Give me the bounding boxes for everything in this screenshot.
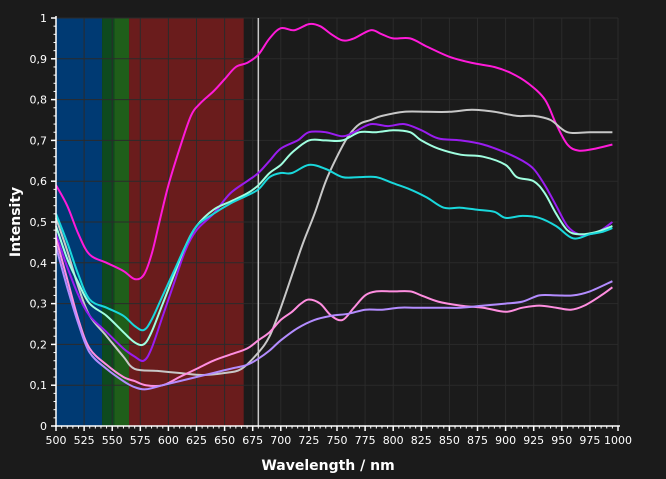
x-tick-label: 900 <box>495 434 516 447</box>
x-tick-label: 525 <box>74 434 95 447</box>
y-tick-label: 0 <box>40 420 47 433</box>
x-tick-label: 725 <box>298 434 319 447</box>
series-line-5 <box>55 163 613 332</box>
x-tick-label: 500 <box>46 434 67 447</box>
y-tick-label: 0,5 <box>30 216 48 229</box>
series-line-6 <box>55 238 613 387</box>
y-tick-label: 0,9 <box>30 53 48 66</box>
series-line-2 <box>55 108 613 376</box>
y-tick-label: 0,3 <box>30 298 48 311</box>
y-tick-label: 0,4 <box>30 257 48 270</box>
x-axis-title: Wavelength / nm <box>261 458 394 474</box>
y-tick-label: 0,2 <box>30 338 48 351</box>
x-tick-label: 875 <box>467 434 488 447</box>
grid-lines <box>55 17 619 427</box>
x-tick-label: 650 <box>214 434 235 447</box>
y-axis-title: Intensity <box>8 187 24 257</box>
x-tick-label: 575 <box>130 434 151 447</box>
series-line-3 <box>55 122 614 363</box>
x-axis-ticks: 500 525 550 575 600 625 650 675 700 725 750 775 800 8… <box>46 426 632 447</box>
x-tick-label: 775 <box>355 434 376 447</box>
x-tick-label: 1000 <box>604 434 632 447</box>
y-tick-label: 0,1 <box>30 379 48 392</box>
x-tick-label: 925 <box>523 434 544 447</box>
x-tick-label: 550 <box>102 434 123 447</box>
x-tick-label: 600 <box>158 434 179 447</box>
x-tick-label: 825 <box>411 434 432 447</box>
series-line-4 <box>55 129 613 347</box>
x-tick-label: 625 <box>186 434 207 447</box>
y-axis-ticks: 0 0,1 0,2 0,3 0,4 0,5 0,6 0,7 0,8 0,9 1 <box>30 12 56 433</box>
series-line-7 <box>55 246 613 391</box>
x-tick-label: 950 <box>551 434 572 447</box>
series-line-1 <box>55 22 613 281</box>
series-lines <box>55 22 614 391</box>
x-tick-label: 850 <box>439 434 460 447</box>
x-tick-label: 675 <box>242 434 263 447</box>
x-tick-label: 800 <box>383 434 404 447</box>
x-tick-label: 750 <box>327 434 348 447</box>
y-tick-label: 0,8 <box>30 94 48 107</box>
y-tick-label: 0,6 <box>30 175 48 188</box>
y-tick-label: 1 <box>40 12 47 25</box>
y-tick-label: 0,7 <box>30 134 48 147</box>
x-tick-label: 700 <box>270 434 291 447</box>
x-tick-label: 975 <box>579 434 600 447</box>
